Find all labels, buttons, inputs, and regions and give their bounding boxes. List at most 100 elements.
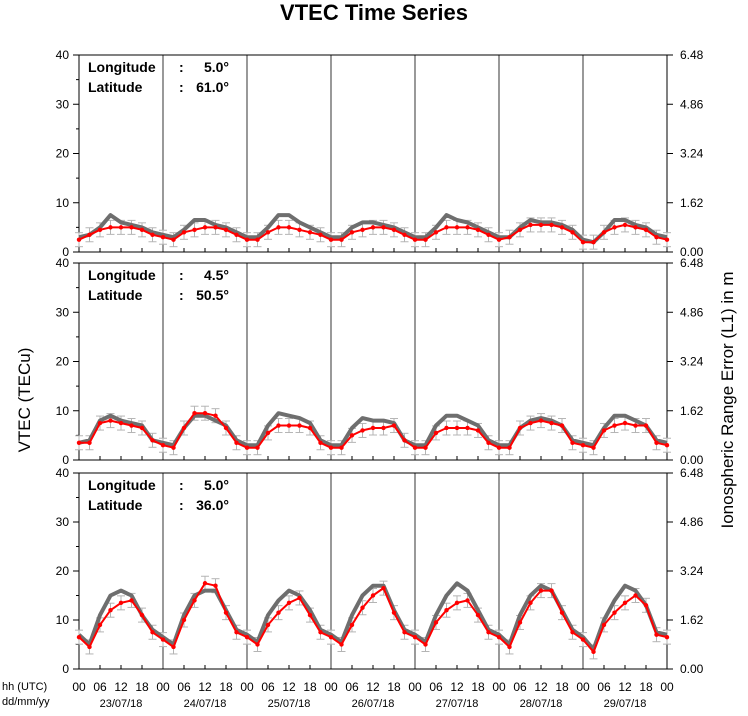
measured-point bbox=[192, 411, 197, 416]
y-tick-label-left: 10 bbox=[56, 404, 70, 418]
measured-point bbox=[234, 630, 239, 635]
y-tick-label-right: 0.00 bbox=[680, 453, 704, 467]
x-tick-label-hour: 00 bbox=[576, 680, 590, 694]
x-tick-label-hour: 06 bbox=[429, 680, 443, 694]
latitude-label: Latitude bbox=[88, 79, 143, 95]
measured-point bbox=[87, 440, 92, 445]
measured-point bbox=[265, 622, 271, 628]
measured-point bbox=[570, 230, 575, 235]
x-tick-label-date: 27/07/18 bbox=[436, 698, 479, 710]
y-tick-label-right: 0.00 bbox=[680, 662, 704, 676]
measured-point bbox=[349, 622, 355, 628]
latitude-label: Latitude bbox=[88, 497, 143, 513]
y-tick-label-left: 20 bbox=[56, 564, 70, 578]
x-tick-label-hour: 00 bbox=[324, 680, 338, 694]
measured-point bbox=[360, 605, 365, 610]
measured-point bbox=[255, 642, 260, 647]
measured-point bbox=[633, 225, 638, 230]
measured-point bbox=[265, 430, 271, 436]
y-tick-label-left: 30 bbox=[56, 305, 70, 319]
measured-point bbox=[580, 637, 586, 642]
measured-point bbox=[496, 237, 502, 242]
measured-point bbox=[202, 581, 208, 586]
measured-point bbox=[339, 445, 344, 450]
x-tick-label-hour: 12 bbox=[198, 680, 212, 694]
measured-point bbox=[76, 440, 82, 445]
x-tick-label-hour: 18 bbox=[219, 680, 233, 694]
y-tick-label-right: 3.24 bbox=[680, 355, 704, 369]
measured-point bbox=[465, 425, 470, 431]
measured-point bbox=[307, 612, 313, 618]
measured-point bbox=[654, 235, 659, 240]
measured-point bbox=[402, 630, 407, 635]
measured-point bbox=[244, 634, 250, 640]
measured-point bbox=[181, 617, 187, 623]
measured-point bbox=[580, 239, 586, 245]
measured-point bbox=[475, 227, 481, 233]
longitude-label: Longitude bbox=[88, 59, 156, 75]
measured-point bbox=[192, 227, 197, 233]
x-tick-label-hour: 12 bbox=[282, 680, 296, 694]
measured-point bbox=[423, 642, 428, 647]
measured-point bbox=[612, 225, 617, 230]
measured-point bbox=[297, 423, 302, 428]
measured-point bbox=[318, 630, 323, 635]
measured-point bbox=[486, 232, 491, 237]
measured-point bbox=[591, 445, 596, 450]
measured-point bbox=[349, 230, 355, 235]
measured-point bbox=[444, 608, 449, 613]
measured-point bbox=[601, 230, 607, 235]
measured-point bbox=[76, 237, 82, 242]
y-tick-label-right: 4.86 bbox=[680, 515, 704, 529]
measured-point bbox=[160, 443, 166, 448]
measured-point bbox=[339, 237, 344, 242]
measured-point bbox=[87, 644, 92, 650]
measured-point bbox=[612, 423, 617, 428]
measured-point bbox=[76, 634, 82, 640]
measured-point bbox=[108, 225, 113, 230]
measured-point bbox=[423, 445, 428, 450]
measured-point bbox=[391, 423, 397, 428]
measured-point bbox=[297, 595, 302, 601]
measured-point bbox=[538, 588, 544, 593]
measured-point bbox=[160, 235, 166, 240]
measured-point bbox=[349, 433, 355, 438]
measured-point bbox=[108, 418, 113, 423]
measured-point bbox=[465, 598, 470, 603]
measured-point bbox=[433, 430, 439, 436]
longitude-value: 5.0° bbox=[204, 477, 229, 493]
measured-point bbox=[339, 642, 344, 647]
measured-point bbox=[223, 610, 229, 615]
longitude-colon: : bbox=[179, 267, 184, 283]
x-tick-label-hour: 12 bbox=[450, 680, 464, 694]
x-tick-label-hour: 00 bbox=[492, 680, 506, 694]
measured-point bbox=[580, 443, 586, 448]
x-tick-label-hour: 18 bbox=[387, 680, 401, 694]
measured-point bbox=[517, 620, 523, 625]
y-tick-label-right: 1.62 bbox=[680, 196, 704, 210]
latitude-colon: : bbox=[179, 497, 184, 513]
measured-point bbox=[244, 237, 250, 242]
measured-point bbox=[97, 622, 103, 628]
measured-point bbox=[549, 588, 554, 593]
x-tick-label-hour: 18 bbox=[471, 680, 485, 694]
measured-point bbox=[381, 425, 386, 431]
measured-point bbox=[654, 440, 659, 445]
longitude-value: 5.0° bbox=[204, 59, 229, 75]
measured-point bbox=[202, 411, 208, 416]
measured-point bbox=[307, 425, 313, 431]
measured-point bbox=[643, 603, 649, 608]
x-axis-label-dates: dd/mm/yy bbox=[2, 696, 50, 708]
measured-point bbox=[444, 425, 449, 431]
x-tick-label-hour: 18 bbox=[555, 680, 569, 694]
y-tick-label-right: 6.48 bbox=[680, 466, 704, 480]
measured-point bbox=[633, 423, 638, 428]
measured-point bbox=[129, 598, 134, 603]
measured-point bbox=[507, 644, 512, 650]
x-tick-label-hour: 06 bbox=[513, 680, 527, 694]
measured-point bbox=[507, 235, 512, 240]
longitude-label: Longitude bbox=[88, 267, 156, 283]
measured-point bbox=[213, 225, 218, 230]
measured-point bbox=[255, 445, 260, 450]
measured-point bbox=[223, 227, 229, 233]
